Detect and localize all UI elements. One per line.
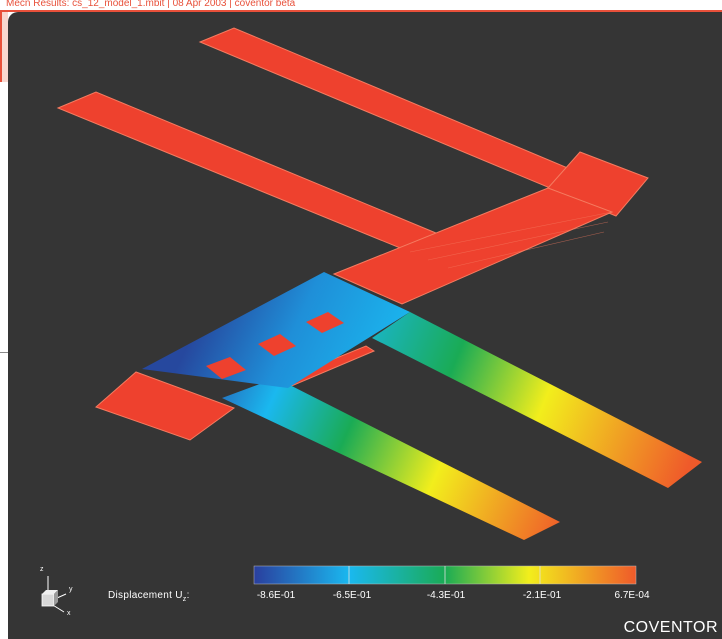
- moving-structure[interactable]: [142, 272, 702, 540]
- axis-y-label: y: [69, 586, 73, 593]
- displacement-plot[interactable]: [8, 12, 722, 639]
- perforation-hole-3: [306, 312, 344, 333]
- fixed-structure[interactable]: [56, 27, 649, 441]
- lower-beam: [222, 378, 560, 540]
- central-anchor: [332, 187, 614, 305]
- title-divider: [0, 10, 722, 12]
- window-title-bar: Mecn Results: cs_12_model_1.mbit | 08 Ap…: [0, 0, 722, 12]
- legend-tick-5: 6.7E-04: [614, 590, 650, 601]
- left-frame-fill: [2, 12, 8, 82]
- anchor-mesh-lines: [409, 211, 613, 269]
- axis-triad: z y x: [36, 566, 80, 622]
- 3d-viewport[interactable]: [8, 12, 722, 639]
- legend-title: Displacement Uz:: [108, 590, 190, 603]
- left-anchor-pad: [95, 371, 236, 441]
- shuttle-plate: [142, 272, 410, 388]
- legend-tick-2: -6.5E-01: [332, 590, 372, 601]
- coventor-logo: COVENTOR: [623, 619, 718, 636]
- legend-title-suffix: :: [186, 590, 190, 601]
- right-beam: [372, 312, 702, 488]
- axis-z-label: z: [40, 566, 44, 573]
- legend-tick-4: -2.1E-01: [522, 590, 562, 601]
- legend-title-text: Displacement U: [108, 590, 183, 601]
- perforation-hole-1: [206, 357, 246, 379]
- legend-tick-3: -4.3E-01: [426, 590, 466, 601]
- triad-icon: [41, 576, 67, 613]
- perforation-hole-2: [258, 334, 296, 356]
- window-title: Mecn Results: cs_12_model_1.mbit | 08 Ap…: [6, 0, 296, 9]
- legend-title-subscript: z: [182, 596, 187, 603]
- legend-tick-1: -8.6E-01: [256, 590, 296, 601]
- axis-x-label: x: [67, 610, 71, 617]
- legend-colorbar: [253, 565, 637, 585]
- frame-tick: [0, 352, 8, 353]
